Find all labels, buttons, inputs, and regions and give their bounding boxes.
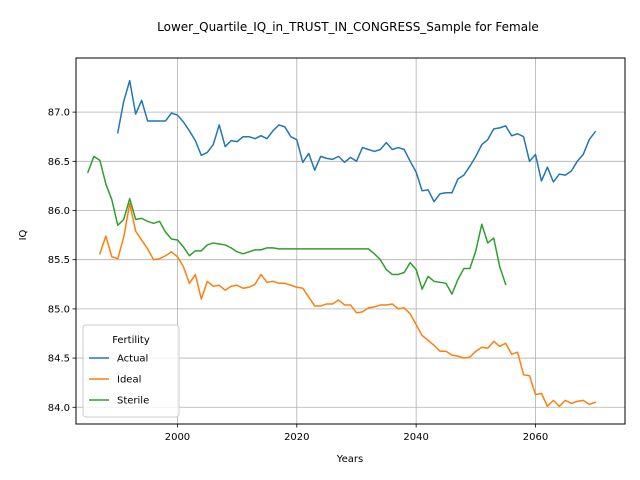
y-axis-label: IQ [18,229,29,240]
series-line-ideal [98,202,597,408]
series-line-sterile [86,155,507,295]
legend-label-ideal: Ideal [117,375,141,386]
y-tick-label: 84.0 [48,403,70,414]
x-axis-ticks: 2000 2020 2040 2060 [165,424,548,443]
legend: Fertility Actual Ideal Sterile [82,324,180,418]
legend-box [82,324,180,418]
x-axis-label: Years [336,454,363,465]
series-line-actual [116,79,597,203]
grid [76,58,625,424]
y-tick-label: 87.0 [48,108,70,119]
y-tick-label: 84.5 [48,354,70,365]
legend-label-actual: Actual [117,354,148,365]
y-axis-ticks: 84.0 84.5 85.0 85.5 86.0 86.5 87.0 [48,108,76,414]
y-tick-label: 85.0 [48,304,70,315]
x-tick-label: 2060 [523,432,548,443]
x-tick-label: 2020 [284,432,309,443]
legend-title: Fertility [112,335,150,346]
y-tick-label: 86.0 [48,206,70,217]
x-tick-label: 2040 [403,432,428,443]
series-lines [86,79,597,408]
legend-label-sterile: Sterile [117,396,149,407]
plot-area-frame [75,57,626,425]
chart-title: Lower_Quartile_IQ_in_TRUST_IN_CONGRESS_S… [157,20,539,34]
y-tick-label: 86.5 [48,157,70,168]
y-tick-label: 85.5 [48,255,70,266]
x-tick-label: 2000 [165,432,190,443]
